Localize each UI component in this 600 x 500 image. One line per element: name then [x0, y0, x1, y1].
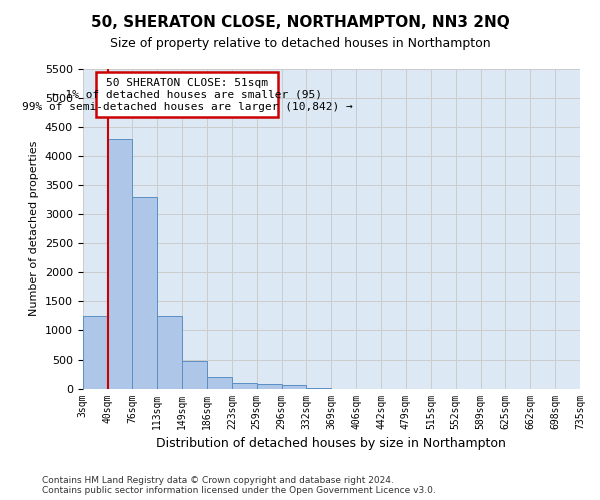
Bar	[83, 316, 107, 388]
Text: 50 SHERATON CLOSE: 51sqm: 50 SHERATON CLOSE: 51sqm	[106, 78, 268, 88]
FancyBboxPatch shape	[97, 72, 278, 117]
Bar	[232, 382, 257, 388]
Text: Size of property relative to detached houses in Northampton: Size of property relative to detached ho…	[110, 38, 490, 51]
Bar	[133, 197, 157, 388]
X-axis label: Distribution of detached houses by size in Northampton: Distribution of detached houses by size …	[157, 437, 506, 450]
Text: Contains HM Land Registry data © Crown copyright and database right 2024.
Contai: Contains HM Land Registry data © Crown c…	[42, 476, 436, 495]
Bar	[207, 377, 232, 388]
Bar	[182, 360, 207, 388]
Bar	[107, 138, 133, 388]
Bar	[257, 384, 281, 388]
Text: ← 1% of detached houses are smaller (95): ← 1% of detached houses are smaller (95)	[52, 90, 322, 100]
Bar	[157, 316, 182, 388]
Bar	[281, 385, 307, 388]
Text: 99% of semi-detached houses are larger (10,842) →: 99% of semi-detached houses are larger (…	[22, 102, 353, 112]
Y-axis label: Number of detached properties: Number of detached properties	[29, 141, 40, 316]
Text: 50, SHERATON CLOSE, NORTHAMPTON, NN3 2NQ: 50, SHERATON CLOSE, NORTHAMPTON, NN3 2NQ	[91, 15, 509, 30]
